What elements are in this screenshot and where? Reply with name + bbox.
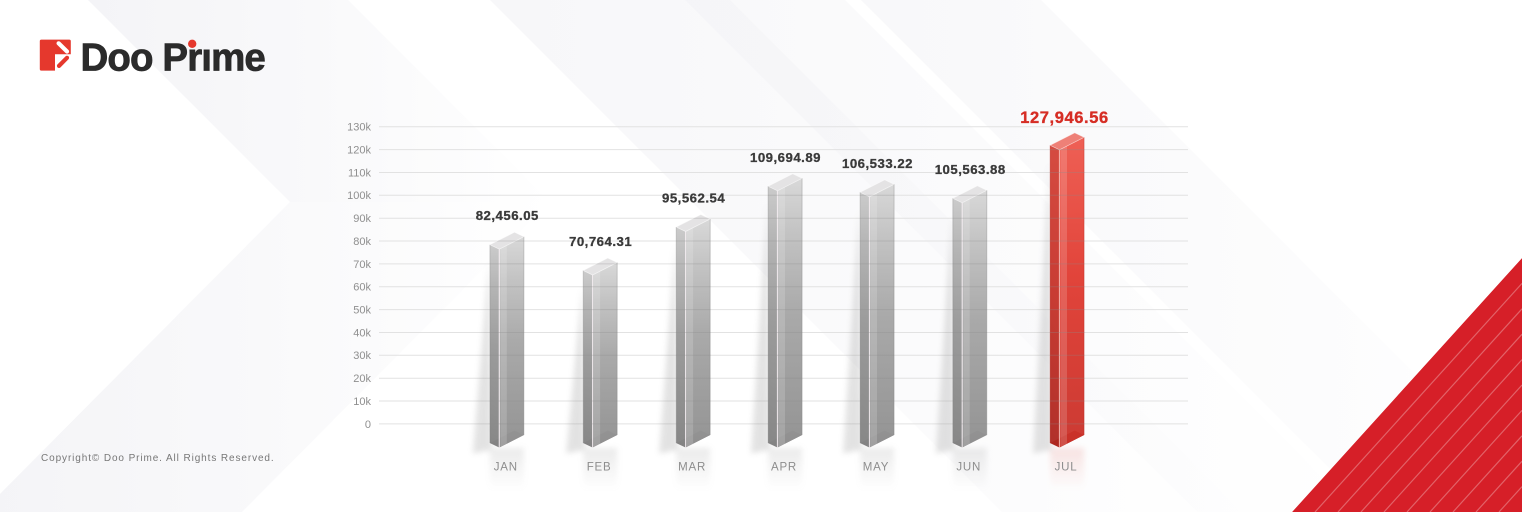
svg-text:APR: APR bbox=[771, 461, 797, 473]
svg-text:30k: 30k bbox=[353, 350, 371, 362]
svg-text:JUN: JUN bbox=[956, 461, 981, 473]
svg-text:MAR: MAR bbox=[678, 461, 706, 473]
svg-text:95,562.54: 95,562.54 bbox=[662, 191, 725, 206]
svg-text:80k: 80k bbox=[353, 236, 371, 248]
svg-text:40k: 40k bbox=[353, 327, 371, 339]
svg-text:50k: 50k bbox=[353, 305, 371, 317]
svg-text:130k: 130k bbox=[347, 122, 371, 134]
svg-text:127,946.56: 127,946.56 bbox=[1020, 109, 1109, 127]
svg-text:90k: 90k bbox=[353, 213, 371, 225]
svg-text:109,694.89: 109,694.89 bbox=[750, 150, 821, 165]
svg-text:0: 0 bbox=[365, 419, 371, 431]
svg-text:106,533.22: 106,533.22 bbox=[842, 156, 913, 171]
svg-text:MAY: MAY bbox=[863, 461, 889, 473]
svg-text:60k: 60k bbox=[353, 282, 371, 294]
svg-text:120k: 120k bbox=[347, 145, 371, 157]
svg-text:82,456.05: 82,456.05 bbox=[476, 208, 539, 223]
svg-text:100k: 100k bbox=[347, 190, 371, 202]
svg-text:Doo Prıme: Doo Prıme bbox=[81, 37, 266, 80]
svg-text:20k: 20k bbox=[353, 373, 371, 385]
svg-text:JUL: JUL bbox=[1055, 461, 1078, 473]
svg-text:FEB: FEB bbox=[587, 461, 612, 473]
svg-text:JAN: JAN bbox=[494, 461, 518, 473]
svg-text:110k: 110k bbox=[348, 167, 372, 179]
svg-text:70k: 70k bbox=[353, 259, 371, 271]
svg-text:Copyright© Doo Prime. All Righ: Copyright© Doo Prime. All Rights Reserve… bbox=[41, 453, 275, 464]
svg-text:70,764.31: 70,764.31 bbox=[569, 234, 632, 249]
svg-text:10k: 10k bbox=[353, 396, 371, 408]
svg-text:105,563.88: 105,563.88 bbox=[935, 162, 1006, 177]
